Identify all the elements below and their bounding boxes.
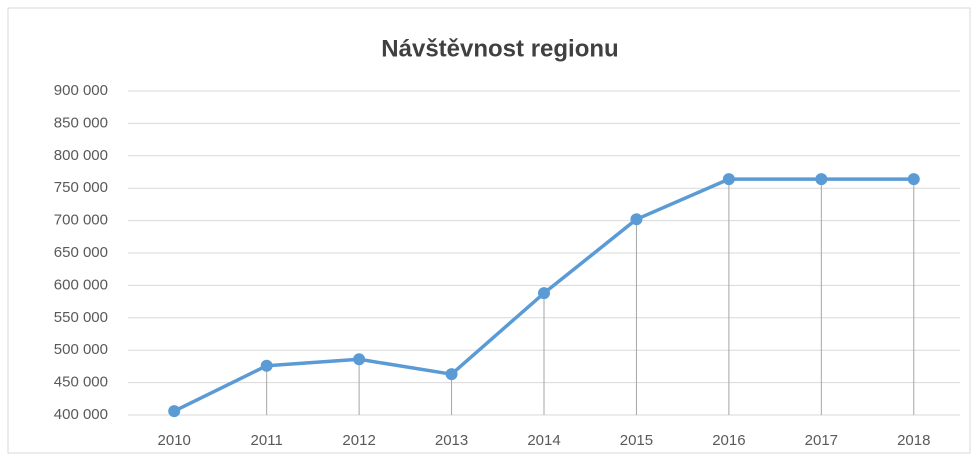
x-tick-label: 2013 bbox=[435, 432, 468, 449]
chart-border bbox=[7, 7, 971, 454]
y-tick-label: 450 000 bbox=[54, 374, 108, 391]
x-tick-label: 2010 bbox=[158, 432, 191, 449]
data-point bbox=[353, 353, 366, 366]
x-tick-label: 2016 bbox=[712, 432, 745, 449]
data-point bbox=[630, 213, 643, 226]
data-point bbox=[445, 368, 458, 381]
x-tick-label: 2018 bbox=[897, 432, 930, 449]
y-tick-label: 800 000 bbox=[54, 147, 108, 164]
data-point bbox=[722, 173, 735, 186]
y-tick-label: 750 000 bbox=[54, 179, 108, 196]
chart-title: Návštěvnost regionu bbox=[381, 35, 618, 62]
x-tick-label: 2012 bbox=[342, 432, 375, 449]
x-tick-label: 2017 bbox=[805, 432, 838, 449]
x-tick-label: 2015 bbox=[620, 432, 653, 449]
x-tick-label: 2011 bbox=[251, 432, 283, 449]
data-point bbox=[260, 359, 273, 372]
y-tick-label: 500 000 bbox=[54, 341, 108, 358]
x-tick-label: 2014 bbox=[527, 432, 560, 449]
y-tick-label: 900 000 bbox=[54, 82, 108, 99]
y-tick-label: 550 000 bbox=[54, 309, 108, 326]
data-point bbox=[815, 173, 828, 186]
y-tick-label: 650 000 bbox=[54, 244, 108, 261]
data-point bbox=[538, 287, 550, 300]
y-tick-label: 600 000 bbox=[54, 276, 108, 293]
data-point bbox=[907, 173, 920, 186]
data-point bbox=[168, 405, 181, 418]
y-tick-label: 850 000 bbox=[54, 114, 108, 131]
y-tick-label: 400 000 bbox=[54, 406, 108, 423]
y-tick-label: 700 000 bbox=[54, 212, 108, 229]
